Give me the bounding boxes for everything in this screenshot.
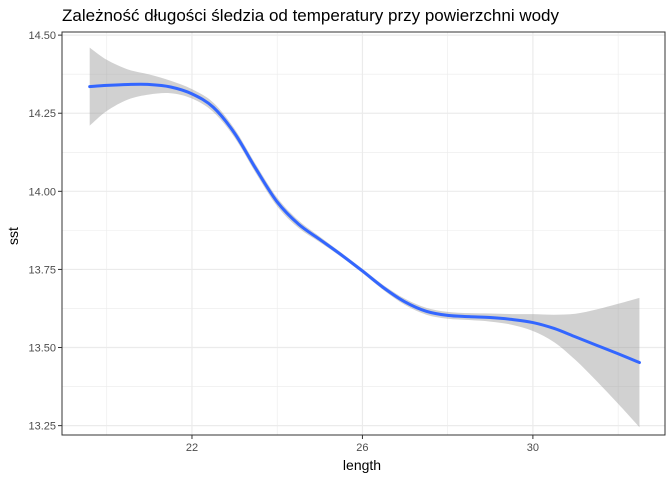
y-tick-label: 14.50 xyxy=(28,30,56,42)
grid-minor xyxy=(62,32,665,435)
x-tick-label: 30 xyxy=(527,442,539,454)
chart-title: Zależność długości śledzia od temperatur… xyxy=(62,6,560,25)
y-tick-label: 13.75 xyxy=(28,264,56,276)
y-axis-title: sst xyxy=(5,227,21,245)
panel-border xyxy=(61,31,666,436)
x-axis-title: length xyxy=(343,457,381,473)
plot-panel xyxy=(62,32,665,435)
y-tick-label: 14.25 xyxy=(28,108,56,120)
y-tick-label: 13.50 xyxy=(28,343,56,355)
smooth-line xyxy=(88,82,641,365)
y-axis: 13.25 13.50 13.75 14.00 14.25 14.50 xyxy=(28,30,62,433)
y-tick-label: 14.00 xyxy=(28,186,56,198)
x-tick-label: 26 xyxy=(356,442,368,454)
x-tick-label: 22 xyxy=(186,442,198,454)
y-tick-label: 13.25 xyxy=(28,421,56,433)
x-axis: 22 26 30 xyxy=(186,435,539,454)
grid-major xyxy=(62,32,665,435)
